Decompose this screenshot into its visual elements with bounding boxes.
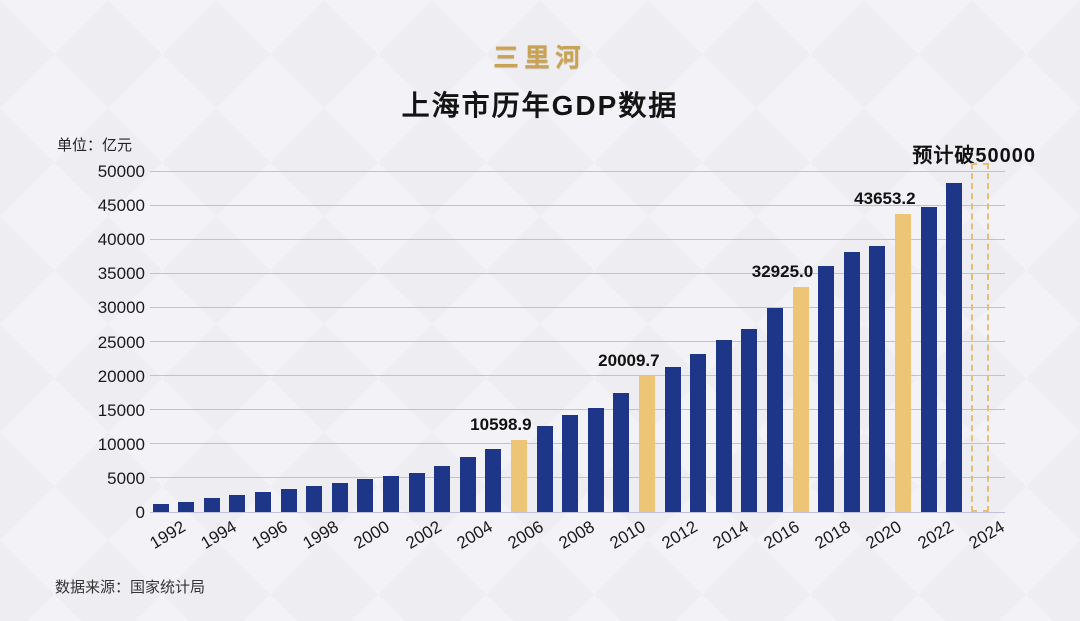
gdp-bar-2001 xyxy=(382,476,399,512)
gridline-30000 xyxy=(150,306,1005,308)
value-label-2017: 32925.0 xyxy=(751,262,814,282)
y-axis-tick-50000: 50000 xyxy=(97,162,145,181)
value-label-2011: 20009.7 xyxy=(598,350,660,370)
value-label-2006: 10598.9 xyxy=(470,414,532,434)
gdp-bar-1992 xyxy=(152,504,169,512)
gdp-bar-2013 xyxy=(690,353,707,512)
gdp-bar-2018 xyxy=(818,266,835,512)
gdp-bar-1996 xyxy=(254,491,271,512)
gdp-bar-2002 xyxy=(408,472,425,512)
gdp-bar-1993 xyxy=(178,501,195,512)
y-axis-tick-30000: 30000 xyxy=(97,298,145,318)
gridline-50000 xyxy=(150,170,1005,172)
gridline-0 xyxy=(150,511,1005,513)
y-axis-tick-10000: 10000 xyxy=(97,434,145,454)
y-axis-tick-20000: 20000 xyxy=(97,366,145,386)
gdp-bar-1998 xyxy=(306,486,323,512)
gdp-bar-2020 xyxy=(869,246,886,512)
y-axis-tick-45000: 45000 xyxy=(97,196,145,216)
gdp-bar-2015 xyxy=(741,328,758,512)
gdp-bar-2006 xyxy=(510,439,527,512)
projection-annotation: 预计破50000 xyxy=(912,145,1036,167)
gdp-bar-2009 xyxy=(587,407,604,512)
gdp-bar-1997 xyxy=(280,488,297,512)
gdp-bar-2019 xyxy=(843,251,860,512)
gridline-25000 xyxy=(150,341,1005,342)
gdp-bar-2012 xyxy=(664,366,681,512)
brand-logo: 三里河 xyxy=(493,44,587,72)
gdp-bar-2010 xyxy=(613,393,630,512)
value-label-2021: 43653.2 xyxy=(854,189,916,209)
y-axis-tick-25000: 25000 xyxy=(97,332,145,352)
gdp-bar-2021 xyxy=(894,214,911,512)
gridline-35000 xyxy=(150,272,1005,274)
gdp-bar-2008 xyxy=(562,414,579,512)
gdp-bar-2011 xyxy=(638,375,655,512)
gridline-40000 xyxy=(150,238,1005,240)
projected-bar-2024 xyxy=(970,163,989,512)
gdp-bar-2007 xyxy=(536,425,553,512)
gdp-bar-2022 xyxy=(920,207,937,512)
gridline-15000 xyxy=(150,409,1005,411)
gdp-bar-1994 xyxy=(203,498,220,512)
gridline-45000 xyxy=(150,204,1005,206)
gdp-bar-2004 xyxy=(459,456,476,512)
gdp-bar-2003 xyxy=(434,466,451,512)
gdp-bar-2023 xyxy=(946,182,963,512)
gridline-20000 xyxy=(150,375,1005,377)
gdp-bar-2017 xyxy=(792,287,809,512)
unit-label: 单位：亿元 xyxy=(57,137,133,154)
gdp-bar-1995 xyxy=(229,494,246,512)
data-source-note: 数据来源：国家统计局 xyxy=(55,579,206,596)
gdp-bar-2014 xyxy=(715,339,732,512)
gdp-bar-1999 xyxy=(331,483,348,512)
gdp-bar-2000 xyxy=(357,479,374,512)
y-axis-tick-15000: 15000 xyxy=(97,400,145,420)
y-axis-tick-5000: 5000 xyxy=(107,468,145,488)
page-title: 上海市历年GDP数据 xyxy=(401,90,679,121)
gdp-bar-2016 xyxy=(766,308,783,512)
gdp-bar-2005 xyxy=(485,448,502,512)
y-axis-tick-40000: 40000 xyxy=(97,230,145,250)
y-axis-tick-35000: 35000 xyxy=(97,264,145,284)
y-axis-tick-0: 0 xyxy=(135,503,145,522)
